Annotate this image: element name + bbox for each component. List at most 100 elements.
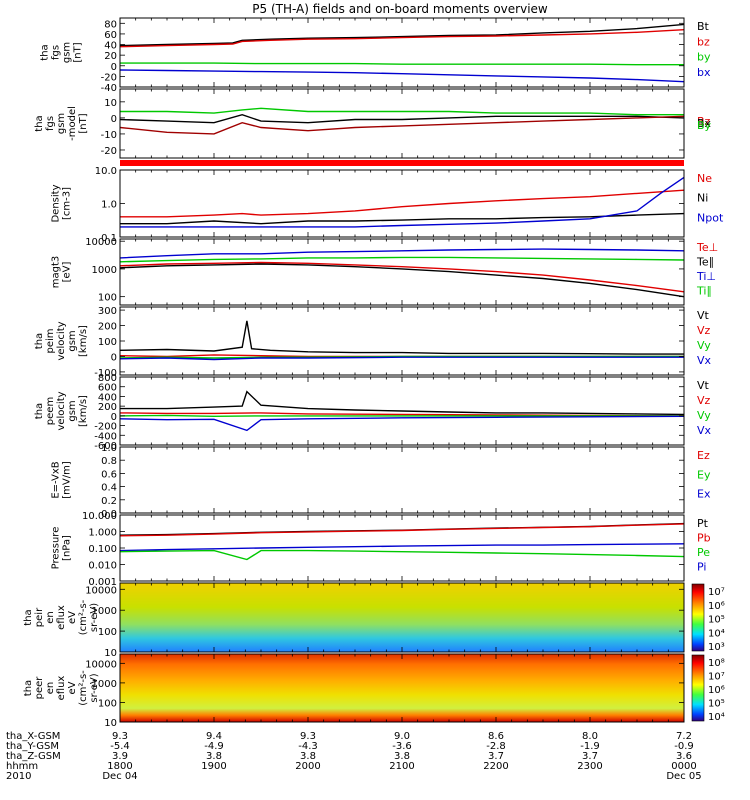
y-tick-label: 1000 bbox=[92, 606, 117, 617]
y-tick-label: 10 bbox=[104, 718, 117, 729]
footer-value: 3.8 bbox=[206, 751, 222, 762]
footer-value: 3.7 bbox=[582, 751, 598, 762]
panel-frame bbox=[119, 306, 685, 376]
footer-value: 2200 bbox=[483, 761, 508, 772]
footer-value: -1.9 bbox=[580, 741, 600, 752]
y-axis-label: peem bbox=[45, 397, 56, 425]
legend-label: Vx bbox=[697, 424, 712, 437]
series-p4-3 bbox=[119, 263, 685, 298]
series-p6-2 bbox=[119, 414, 684, 418]
y-tick-label: 800 bbox=[98, 373, 117, 384]
series-p1-1 bbox=[119, 29, 685, 48]
footer-value: 1800 bbox=[107, 761, 132, 772]
y-axis-label: tha bbox=[23, 609, 34, 625]
y-tick-label: 10000 bbox=[85, 659, 117, 670]
y-tick-label: 300 bbox=[98, 306, 117, 317]
series-p6-0 bbox=[120, 390, 685, 416]
y-tick-label: 0.1 bbox=[101, 233, 117, 244]
y-axis-label: [nPa] bbox=[62, 535, 73, 561]
footer-value: -5.4 bbox=[110, 741, 130, 752]
y-axis-label: -model bbox=[67, 106, 78, 141]
legend-label: Pt bbox=[697, 517, 709, 530]
y-axis-label: [eV] bbox=[62, 262, 73, 283]
y-tick-label: 10.0 bbox=[95, 166, 117, 177]
legend-label: Ni bbox=[697, 192, 708, 205]
y-tick-label: 0.0 bbox=[101, 509, 117, 520]
series-p3-1 bbox=[120, 212, 685, 225]
y-tick-label: 1000 bbox=[92, 265, 117, 276]
legend-label: Vt bbox=[697, 309, 710, 322]
y-axis-label: Density bbox=[51, 184, 62, 222]
y-tick-label: -200 bbox=[94, 422, 117, 433]
footer-row-label: tha_Y-GSM bbox=[6, 741, 59, 752]
y-tick-label: 80 bbox=[104, 19, 117, 30]
legend-label: Vt bbox=[697, 379, 710, 392]
y-axis-label: tha bbox=[23, 680, 34, 696]
colorbar-scale bbox=[691, 583, 705, 652]
y-axis-label: eV bbox=[67, 611, 78, 624]
colorbar-label: 10⁴ bbox=[708, 628, 725, 639]
y-tick-label: -20 bbox=[101, 72, 117, 83]
y-axis-label: eflux bbox=[56, 676, 67, 701]
y-axis-label: en bbox=[45, 682, 56, 695]
panel-p5: 300 200 100 0 -100 tha peim velocity gsm [km/s] Vt… bbox=[34, 306, 712, 379]
y-axis-label: eV bbox=[67, 681, 78, 694]
y-axis-label: [km/s] bbox=[78, 395, 89, 427]
y-tick-label: 200 bbox=[98, 402, 117, 413]
colorbar-scale bbox=[691, 654, 705, 722]
y-axis-label: tha bbox=[34, 403, 45, 419]
series-p1-2 bbox=[120, 62, 684, 66]
footer-value: 3.7 bbox=[488, 751, 504, 762]
series-p8-0 bbox=[119, 522, 685, 536]
y-axis-label: magt3 bbox=[51, 256, 62, 289]
footer-value: 9.3 bbox=[300, 731, 316, 742]
y-axis-label: peir bbox=[34, 607, 45, 627]
y-axis-label: velocity bbox=[56, 321, 67, 360]
panel-p8: 10.000 1.000 0.100 0.010 0.001 Pressure [nPa] P… bbox=[51, 511, 711, 588]
legend-label: Ne bbox=[697, 172, 712, 185]
y-tick-label: 0.100 bbox=[88, 544, 117, 555]
y-axis-label: gsm bbox=[56, 113, 67, 134]
y-tick-label: -20 bbox=[101, 146, 117, 157]
footer-value: 3.8 bbox=[300, 751, 316, 762]
colorbar-p10: 10⁸ 10⁷ 10⁶ 10⁵ 10⁴ bbox=[691, 654, 725, 723]
legend-label: Pe bbox=[697, 546, 710, 559]
y-axis-label: [nT] bbox=[73, 42, 84, 62]
y-tick-label: 10000 bbox=[85, 585, 117, 596]
series-p4-1 bbox=[119, 256, 685, 263]
footer-value: 9.3 bbox=[112, 731, 128, 742]
panel-p4: 10000 1000 100 magt3 [eV] Te⊥ Te∥Ti⊥ Ti∥ bbox=[51, 237, 718, 306]
series-p6-3 bbox=[119, 415, 685, 432]
y-tick-label: 100 bbox=[98, 698, 117, 709]
panel-p10: 10⁸ 10⁷ 10⁶ 10⁵ 10⁴ 10000 1000 100 10 tha peer en ef… bbox=[23, 653, 725, 729]
colorbar-label: 10⁶ bbox=[708, 601, 725, 612]
y-tick-label: -600 bbox=[94, 441, 117, 452]
y-axis-label: (cm²-s- bbox=[78, 599, 89, 635]
legend-label: Ti⊥ bbox=[696, 270, 716, 283]
legend-label: Te⊥ bbox=[696, 241, 718, 254]
footer-value: 8.6 bbox=[488, 731, 504, 742]
footer-value: 2100 bbox=[389, 761, 414, 772]
y-axis-label: Pressure bbox=[51, 527, 62, 570]
legend-label: Te∥ bbox=[696, 256, 714, 269]
legend-label: Pi bbox=[697, 561, 706, 574]
legend-label: Ti∥ bbox=[696, 285, 712, 298]
footer-value: 0000 bbox=[671, 761, 696, 772]
footer-row-label: tha_X-GSM bbox=[6, 731, 60, 742]
y-tick-label: 0 bbox=[111, 352, 117, 363]
footer-value: -4.9 bbox=[204, 741, 224, 752]
colorbar-label: 10³ bbox=[708, 642, 725, 653]
spectrogram-p10 bbox=[120, 654, 684, 722]
spectrogram-p9 bbox=[120, 583, 684, 652]
y-tick-label: 20 bbox=[104, 51, 117, 62]
legend-label: bx bbox=[697, 66, 711, 79]
y-axis-label: velocity bbox=[56, 391, 67, 430]
page-title: P5 (TH-A) fields and on-board moments ov… bbox=[252, 2, 548, 16]
footer-value: 9.4 bbox=[206, 731, 222, 742]
legend-label: Ey bbox=[697, 468, 711, 481]
footer-value: 3.9 bbox=[112, 751, 128, 762]
colorbar-label: 10⁴ bbox=[708, 712, 725, 723]
y-tick-label: 0 bbox=[111, 114, 117, 125]
